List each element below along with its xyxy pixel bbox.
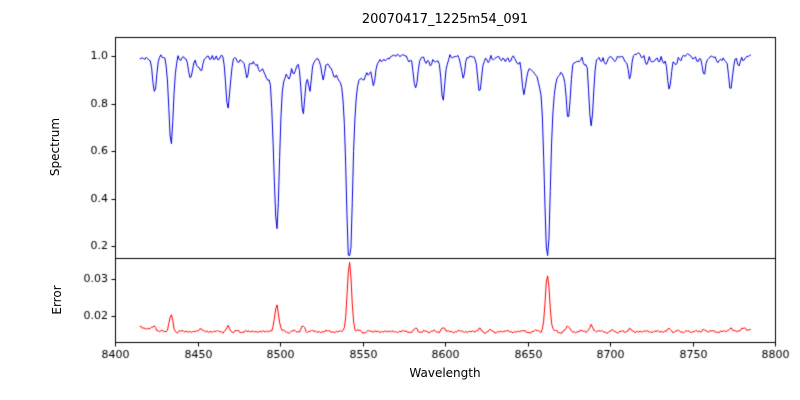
x-axis-label: Wavelength bbox=[409, 366, 481, 380]
spectrum-y-axis-label: Spectrum bbox=[48, 117, 62, 177]
error-y-axis-label: Error bbox=[50, 285, 64, 315]
chart-title: 20070417_1225m54_091 bbox=[361, 12, 529, 27]
